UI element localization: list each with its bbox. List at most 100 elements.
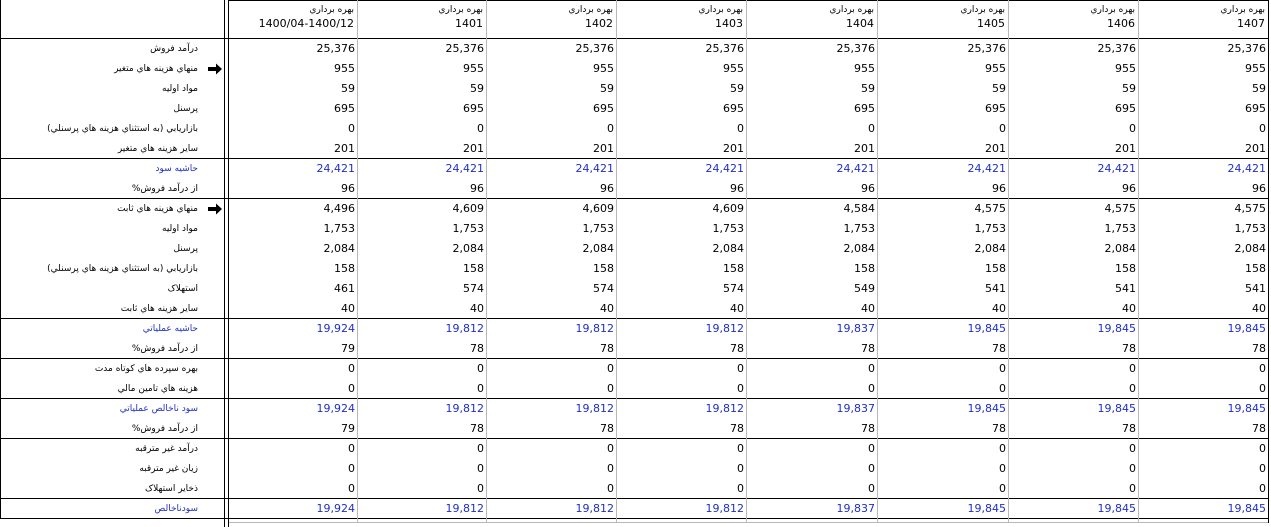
table-cell: 549 [854, 282, 875, 295]
row-label: حاشيه عملياتي [142, 324, 198, 334]
table-cell: 955 [463, 62, 484, 75]
table-cell: 40 [1252, 302, 1266, 315]
table-cell: 79 [341, 342, 355, 355]
table-cell: 19,924 [316, 502, 356, 515]
row-divider [0, 398, 1268, 399]
table-cell: 78 [1252, 342, 1266, 355]
table-cell: 541 [985, 282, 1006, 295]
column-header-line2: 1403 [715, 17, 743, 30]
table-cell: 19,924 [316, 402, 356, 415]
table-cell: 4,575 [1234, 202, 1267, 215]
row-label: هزينه هاي تامين مالي [117, 384, 198, 394]
table-cell: 955 [854, 62, 875, 75]
table-cell: 1,753 [1104, 222, 1137, 235]
table-cell: 19,837 [836, 322, 876, 335]
column-divider [486, 0, 487, 523]
row-label: سودناخالص [154, 504, 198, 514]
table-cell: 955 [1245, 62, 1266, 75]
table-cell: 40 [1122, 302, 1136, 315]
table-cell: 0 [1259, 382, 1266, 395]
table-cell: 955 [985, 62, 1006, 75]
table-cell: 201 [1245, 142, 1266, 155]
table-cell: 0 [607, 462, 614, 475]
table-cell: 1,753 [974, 222, 1007, 235]
table-cell: 1,753 [452, 222, 485, 235]
table-cell: 0 [737, 122, 744, 135]
column-header-line1: بهره برداري [568, 5, 613, 15]
row-label: منهاي هزينه هاي ثابت [117, 204, 198, 214]
table-cell: 0 [868, 462, 875, 475]
table-cell: 0 [868, 122, 875, 135]
table-cell: 24,421 [705, 162, 745, 175]
table-cell: 24,421 [967, 162, 1007, 175]
table-cell: 2,084 [1104, 242, 1137, 255]
table-cell: 0 [607, 382, 614, 395]
table-cell: 19,845 [967, 502, 1007, 515]
table-cell: 695 [334, 102, 355, 115]
table-cell: 19,812 [705, 322, 745, 335]
table-cell: 25,376 [316, 42, 356, 55]
row-divider [0, 198, 1268, 199]
row-divider [0, 318, 1268, 319]
table-cell: 695 [723, 102, 744, 115]
table-cell: 19,924 [316, 322, 356, 335]
column-header-line1: بهره برداري [960, 5, 1005, 15]
table-cell: 78 [470, 342, 484, 355]
table-cell: 78 [470, 422, 484, 435]
table-cell: 0 [1259, 482, 1266, 495]
table-cell: 78 [730, 422, 744, 435]
table-cell: 4,575 [1104, 202, 1137, 215]
table-cell: 0 [348, 362, 355, 375]
table-cell: 0 [607, 122, 614, 135]
table-cell: 19,837 [836, 502, 876, 515]
row-label: بهره سپرده هاي کوتاه مدت [94, 364, 198, 374]
row-label: ذخاير استهلاک [145, 484, 198, 494]
column-header-line2: 1407 [1237, 17, 1265, 30]
table-cell: 0 [999, 382, 1006, 395]
table-cell: 158 [985, 262, 1006, 275]
table-cell: 24,421 [316, 162, 356, 175]
column-divider [224, 0, 225, 527]
table-cell: 40 [600, 302, 614, 315]
table-cell: 40 [470, 302, 484, 315]
table-cell: 19,812 [575, 402, 615, 415]
table-cell: 59 [600, 82, 614, 95]
table-cell: 1,753 [323, 222, 356, 235]
column-header-line1: بهره برداري [829, 5, 874, 15]
row-divider [0, 38, 1268, 39]
column-divider [357, 0, 358, 523]
table-cell: 96 [341, 182, 355, 195]
table-cell: 4,609 [582, 202, 615, 215]
table-cell: 0 [1129, 482, 1136, 495]
row-divider [0, 518, 1268, 519]
table-cell: 541 [1115, 282, 1136, 295]
table-cell: 40 [861, 302, 875, 315]
table-cell: 955 [593, 62, 614, 75]
table-cell: 96 [1122, 182, 1136, 195]
table-cell: 4,584 [843, 202, 876, 215]
column-header-line1: بهره برداري [309, 5, 354, 15]
row-label: درآمد غير مترقبه [135, 444, 198, 454]
table-cell: 201 [723, 142, 744, 155]
table-cell: 955 [723, 62, 744, 75]
table-cell: 0 [737, 362, 744, 375]
table-cell: 0 [348, 122, 355, 135]
table-cell: 24,421 [1227, 162, 1267, 175]
table-cell: 695 [463, 102, 484, 115]
row-divider [0, 438, 1268, 439]
table-cell: 158 [463, 262, 484, 275]
column-divider [1138, 0, 1139, 523]
table-cell: 2,084 [582, 242, 615, 255]
column-divider [1268, 0, 1269, 523]
row-label: حاشيه سود [155, 164, 198, 174]
table-cell: 0 [607, 362, 614, 375]
right-arrow-icon [208, 63, 222, 75]
column-divider [877, 0, 878, 523]
table-cell: 541 [1245, 282, 1266, 295]
table-cell: 0 [607, 482, 614, 495]
table-cell: 574 [593, 282, 614, 295]
table-cell: 0 [1129, 442, 1136, 455]
row-divider [228, 0, 1268, 1]
table-cell: 40 [992, 302, 1006, 315]
table-cell: 0 [999, 122, 1006, 135]
